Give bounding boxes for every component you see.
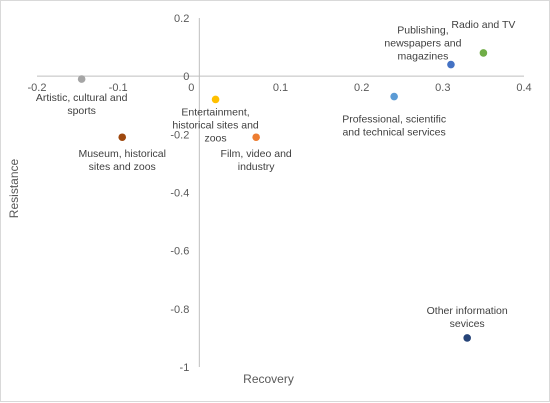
data-points	[77, 49, 488, 342]
tick-labels: -0.2 -0.1 0 0.1 0.2 0.3 0.4 0.2 0 -0.2 -0.4 -0.6 -0.…	[28, 13, 532, 374]
x-tick-label: 0.1	[273, 82, 288, 94]
data-point	[390, 92, 398, 101]
data-point	[118, 133, 127, 142]
x-tick-label: 0.2	[354, 82, 369, 94]
x-tick-label: 0.4	[516, 82, 531, 94]
y-tick-label: -0.8	[170, 304, 189, 316]
axes	[37, 18, 524, 367]
y-tick-label: -0.6	[170, 246, 189, 258]
x-tick-label: -0.1	[109, 82, 128, 94]
x-tick-label: 0	[188, 82, 194, 94]
x-axis-title: Recovery	[243, 372, 294, 386]
data-point	[479, 49, 488, 57]
data-point	[77, 75, 86, 83]
y-axis-title: Resistance	[7, 159, 21, 219]
data-label: Radio and TV	[451, 19, 515, 31]
y-tick-label: -0.2	[170, 129, 189, 141]
data-label: Professional, scientific and technical se…	[342, 114, 446, 139]
data-label: Film, video and industry	[221, 148, 292, 173]
y-tick-label: -1	[180, 362, 190, 374]
x-tick-label: 0.3	[435, 82, 450, 94]
data-point	[211, 95, 220, 104]
data-label: Other information sevices	[427, 305, 508, 330]
data-label: Publishing, newspapers and magazines	[384, 25, 461, 63]
x-tick-label: -0.2	[28, 82, 47, 94]
data-label: Artistic, cultural and sports	[36, 92, 128, 117]
y-tick-label: -0.4	[170, 188, 189, 200]
data-point	[447, 60, 455, 69]
data-point	[252, 133, 260, 142]
data-point	[463, 334, 471, 342]
data-label: Entertainment, historical sites and zoos	[172, 106, 259, 144]
y-tick-label: 0.2	[174, 13, 189, 25]
data-labels: Artistic, cultural and sports Museum, hist…	[36, 19, 516, 330]
data-label: Museum, historical sites and zoos	[78, 148, 166, 173]
y-tick-label: 0	[183, 71, 189, 83]
